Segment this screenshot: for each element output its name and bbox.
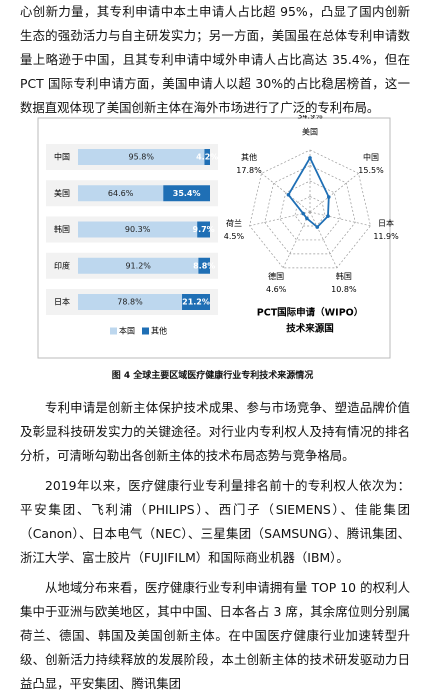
axis-label: 德国 <box>268 271 284 281</box>
grid-ring <box>279 180 341 241</box>
paragraph: 2019年以来，医疗健康行业专利量排名前十的专利权人依次为：平安集团、飞利浦（P… <box>20 478 410 565</box>
radar-line <box>287 155 330 229</box>
radar-subtitle: 技术来源国 <box>286 323 334 335</box>
y-tick-label: 韩国 <box>54 224 70 234</box>
data-label: 17.8% <box>236 166 262 175</box>
bar <box>197 221 210 238</box>
data-label: 9.7% <box>193 225 215 234</box>
axis-label: 韩国 <box>336 271 352 281</box>
data-label: 90.3% <box>125 225 151 234</box>
paragraph: 心创新力量，其专利申请中本土申请人占比超 95%，凸显了国内创新生态的强劲活力与… <box>20 4 410 115</box>
figure: PCT国际申请（WIPO） 技术来源国 中国 95.8% 4.2% 美国 64.6% 35… <box>37 115 399 359</box>
figure-caption: 图 4 全球主要区域医疗健康行业专利技术来源情况 <box>111 371 314 381</box>
axis-label: 中国 <box>363 152 379 162</box>
data-label: 21.2% <box>182 298 210 307</box>
bar <box>78 185 164 202</box>
page: {"top_paragraph": "心创新力量，其专利申请中本土申请人占比超 … <box>20 4 410 691</box>
paragraph: 从地域分布来看，医疗健康行业专利申请拥有量 TOP 10 的权利人集中于亚洲与欧… <box>20 580 410 691</box>
y-tick-label: 日本 <box>54 297 70 307</box>
axis-label: 美国 <box>302 127 318 137</box>
bar <box>78 294 183 310</box>
paragraph: 专利申请是创新主体保护技术成果、参与市场竞争、塑造品牌价值及彰显科技研发实力的关… <box>20 400 410 463</box>
bar <box>204 149 210 165</box>
data-label: 11.9% <box>373 232 399 241</box>
axis-label: 日本 <box>378 218 394 228</box>
radar-point <box>326 214 330 218</box>
y-tick-label: 印度 <box>54 260 70 270</box>
bar <box>78 221 198 238</box>
radar-point <box>326 195 331 199</box>
data-label: 4.5% <box>224 232 245 241</box>
bar <box>163 185 210 202</box>
data-label: 10.8% <box>331 285 357 294</box>
bar <box>198 257 210 274</box>
legend-label: 本国 <box>119 326 135 336</box>
bar <box>78 257 199 274</box>
data-label: 91.2% <box>125 261 151 270</box>
bar <box>182 294 210 310</box>
data-label: 8.8% <box>193 261 215 270</box>
grid-ring <box>264 165 356 255</box>
y-tick-label: 美国 <box>54 188 70 198</box>
radar-title: PCT国际申请（WIPO） <box>257 307 363 319</box>
data-label: 35.4% <box>173 189 201 198</box>
data-label: 4.6% <box>266 285 287 294</box>
axis-label: 其他 <box>241 152 257 162</box>
legend-swatch <box>110 327 117 335</box>
data-label: 15.5% <box>358 166 384 175</box>
data-label: 64.6% <box>108 189 134 198</box>
radar-point <box>286 192 291 197</box>
bar <box>78 149 205 165</box>
radar-point <box>305 216 309 221</box>
legend-label: 其他 <box>151 326 167 336</box>
y-tick-label: 中国 <box>54 152 70 162</box>
radar-point <box>315 225 320 229</box>
data-label: 4.2% <box>196 153 218 162</box>
grid-ring <box>249 149 371 269</box>
data-label: 78.8% <box>117 298 143 307</box>
radar-point <box>308 156 312 160</box>
radar-point <box>301 211 305 216</box>
axis-label: 荷兰 <box>226 218 242 228</box>
data-label: 95.8% <box>129 153 155 162</box>
data-label: 34.9% <box>297 115 323 121</box>
legend-swatch <box>142 327 149 335</box>
